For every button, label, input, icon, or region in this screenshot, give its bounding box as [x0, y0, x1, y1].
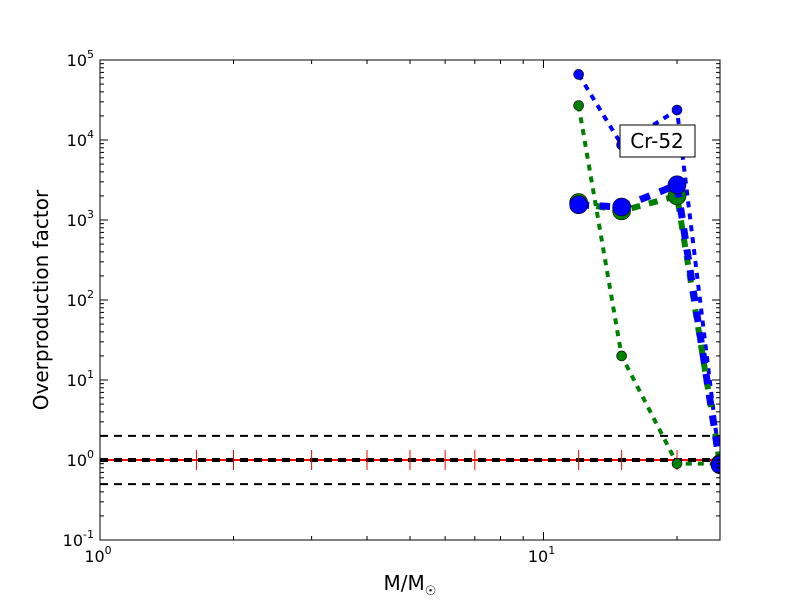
y-tick-label: 101 — [67, 368, 94, 390]
data-point-blue-large — [667, 175, 687, 195]
data-point-green-small — [616, 350, 627, 362]
series-line-green-small — [576, 105, 720, 466]
y-tick-label: 102 — [67, 288, 94, 310]
data-point-blue-small — [573, 69, 584, 80]
data-point-blue-large — [612, 197, 631, 217]
series-line-blue-large — [578, 179, 720, 466]
y-tick-label: 103 — [67, 208, 94, 230]
data-point-blue-large — [569, 195, 588, 215]
data-point-blue-small — [671, 104, 683, 116]
y-tick-label: 104 — [67, 128, 94, 150]
x-tick-label: 100 — [84, 544, 111, 566]
axis-ticks — [99, 59, 720, 541]
data-point-green-small — [573, 100, 584, 111]
y-tick-label: 105 — [67, 48, 94, 70]
x-tick-label: 101 — [528, 544, 555, 566]
y-axis-label: Overproduction factor — [29, 189, 53, 410]
y-tick-label: 10-1 — [63, 528, 94, 550]
x-axis-label: M/M☉ — [384, 571, 437, 599]
data-point-green-small — [671, 458, 683, 469]
y-tick-label: 100 — [67, 448, 94, 470]
svg-text:Cr-52: Cr-52 — [630, 129, 684, 153]
series-line-blue-small — [576, 73, 720, 466]
annotation-box: Cr-52 — [619, 124, 696, 158]
